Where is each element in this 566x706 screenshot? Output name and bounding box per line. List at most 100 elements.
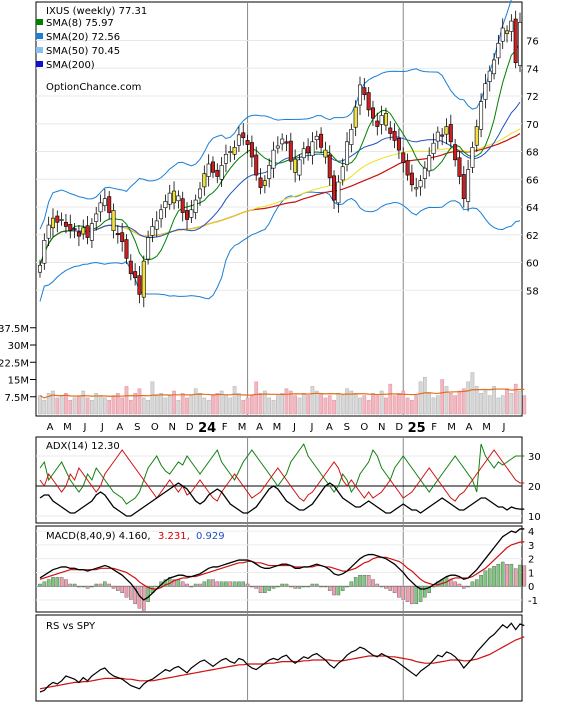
grid-layer [36,2,522,701]
macd-histogram-bar [146,586,150,602]
legend-label: SMA(50) 70.45 [46,46,120,57]
candle-body [167,192,172,205]
watermark: OptionChance.com [46,82,141,93]
macd-histogram-bar [340,586,345,591]
candle-body [340,166,345,181]
volume-bar [254,381,259,415]
sma8-line [39,42,521,266]
macd-tick-label: 2 [528,555,534,566]
volume-bar [137,388,142,415]
volume-bar [159,393,163,415]
x-axis-label: N [378,422,385,433]
macd-histogram-bar [306,586,310,588]
candle-body [370,107,375,119]
macd-histogram-bar [85,586,90,589]
volume-bar [401,390,406,415]
volume-bar [128,399,133,415]
volume-bars [38,372,527,415]
candle-body [189,209,194,218]
volume-bar [336,393,341,415]
price-tick-label: 70 [526,120,539,131]
volume-bar [150,381,155,415]
macd-histogram-bar [310,583,315,587]
macd-histogram-bar [64,579,68,587]
candle-body [513,18,518,64]
volume-bar [327,395,332,415]
volume-bar [267,397,272,415]
candle-body [297,159,302,176]
volume-bar [332,399,336,415]
candle-body [241,132,246,138]
macd-tick-label: -1 [528,596,538,607]
macd-histogram-bar [384,586,388,589]
macd-histogram-bar [314,583,319,587]
macd-histogram-bar [94,583,99,587]
candle-body [59,219,64,221]
volume-bar [345,388,349,415]
macd-histogram-bar [211,579,215,587]
volume-bar [46,393,51,415]
macd-histogram-bar [77,586,81,588]
volume-bar [349,390,354,415]
candle-body [500,27,505,42]
macd-histogram-bar [280,583,284,587]
candle-body [98,202,103,213]
macd-histogram-bar [232,581,237,587]
candle-body [215,169,220,177]
volume-bar [167,395,172,415]
volume-bar [509,393,514,415]
candle-body [85,225,90,238]
volume-bar [418,381,423,415]
volume-bar [487,395,492,415]
candle-body [336,181,341,204]
candle-body [509,20,514,32]
volume-bar [319,393,323,415]
volume-bar [397,393,401,415]
macd-histogram-bar [453,581,457,587]
x-axis-label: 24 [198,421,216,436]
volume-bar [228,397,233,415]
macd-histogram-bar [522,565,527,587]
macd-histogram-bar [301,586,306,588]
macd-histogram-bar [457,583,462,587]
candle-body [479,101,484,130]
volume-bar [55,397,60,415]
macd-histogram-bar [414,586,419,605]
candle-body [444,126,449,135]
volume-bar [358,397,362,415]
candle-body [120,232,125,242]
candle-body [42,240,47,264]
macd-tick-label: 0 [528,582,534,593]
price-tick-label: 58 [526,286,539,297]
x-axis-label: O [151,422,159,433]
macd-histogram-bar [518,564,522,587]
candle-body [392,131,397,141]
macd-histogram-bar [293,586,297,589]
macd-histogram-bar [59,577,64,587]
candle-body [219,165,224,180]
candle-body [245,140,250,145]
candle-body [306,146,311,154]
x-axis-label: A [326,422,333,433]
candle-body [102,198,107,206]
macd-histogram-bar [358,574,362,587]
candle-body [202,173,207,188]
volume-bar [306,395,310,415]
candle-body [470,147,475,168]
macd-histogram-bar [379,586,384,588]
macd-histogram-bar [90,586,94,588]
macd-histogram-bar [176,579,181,587]
candle-body [275,145,280,149]
x-axis-label: F [222,422,228,433]
candle-body [254,154,259,176]
candle-body [314,135,319,141]
macd-histogram-bar [55,577,60,587]
macd-histogram-bar [319,586,323,588]
macd-histogram-bar [42,581,47,587]
candle-body [94,213,99,222]
candles [37,10,522,308]
adx-tick-label: 20 [528,482,541,493]
macd-histogram-bar [513,568,518,587]
macd-histogram-bar [470,581,475,587]
macd-histogram-bar [263,586,267,594]
